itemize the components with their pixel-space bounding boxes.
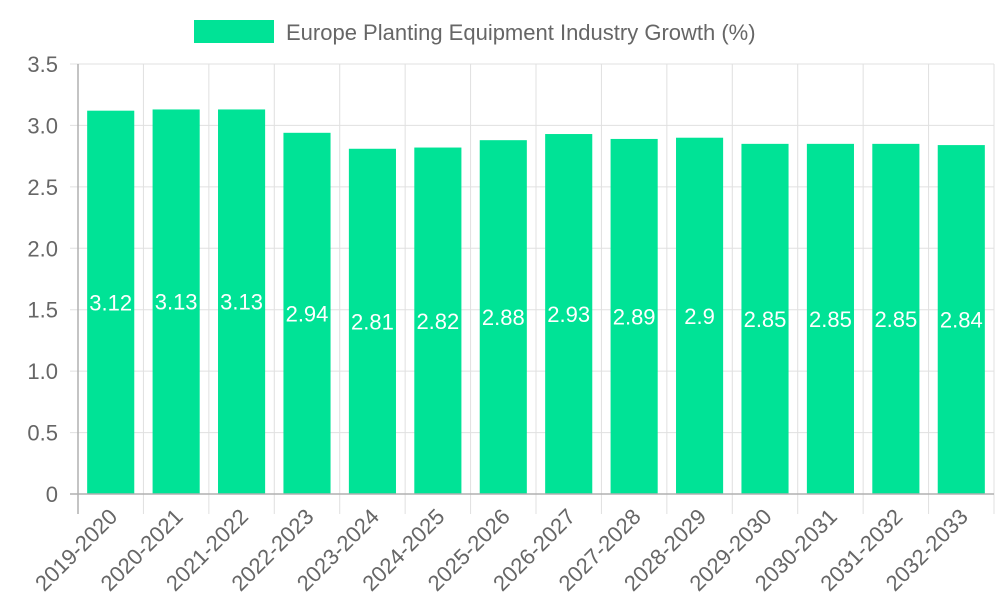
y-tick-label: 0 xyxy=(46,482,58,507)
legend[interactable]: Europe Planting Equipment Industry Growt… xyxy=(194,20,756,45)
y-tick-label: 1.0 xyxy=(27,359,58,384)
legend-label: Europe Planting Equipment Industry Growt… xyxy=(286,20,756,45)
y-tick-label: 1.5 xyxy=(27,298,58,323)
data-label: 2.89 xyxy=(613,304,656,329)
axes xyxy=(70,64,994,514)
bar xyxy=(348,148,396,494)
y-tick-label: 2.0 xyxy=(27,236,58,261)
bar xyxy=(218,109,266,494)
y-tick-label: 3.0 xyxy=(27,113,58,138)
bar xyxy=(414,147,462,495)
x-axis-ticks: 2019-20202020-20212021-20222022-20232023… xyxy=(30,504,973,596)
bar xyxy=(87,110,135,494)
bar xyxy=(741,143,789,494)
y-axis-ticks: 0 0.5 1.0 1.5 2.0 2.5 3.0 3.5 xyxy=(27,52,58,507)
data-label: 2.84 xyxy=(940,308,983,333)
data-label: 2.85 xyxy=(809,307,852,332)
data-label: 3.13 xyxy=(155,290,198,315)
legend-swatch xyxy=(194,20,274,43)
data-labels: 3.12 3.13 3.13 2.94 2.81 2.82 2.88 2.93 2.89 2.9 2… xyxy=(89,290,982,335)
data-label: 2.94 xyxy=(286,301,329,326)
data-label: 2.85 xyxy=(874,307,917,332)
data-label: 3.12 xyxy=(89,290,132,315)
bar xyxy=(937,145,985,495)
bar xyxy=(872,143,920,494)
data-label: 2.93 xyxy=(547,302,590,327)
data-label: 2.85 xyxy=(744,307,787,332)
data-label: 2.82 xyxy=(416,309,459,334)
data-label: 2.88 xyxy=(482,305,525,330)
data-label: 3.13 xyxy=(220,290,263,315)
bars xyxy=(87,109,985,495)
y-tick-label: 2.5 xyxy=(27,175,58,200)
data-label: 2.81 xyxy=(351,309,394,334)
bar xyxy=(545,134,593,494)
grid-lines xyxy=(70,63,995,514)
data-label: 2.9 xyxy=(684,304,715,329)
bar xyxy=(283,132,331,495)
bar xyxy=(610,138,658,494)
bar xyxy=(479,140,527,494)
y-tick-label: 3.5 xyxy=(27,52,58,77)
bar xyxy=(806,143,854,494)
y-tick-label: 0.5 xyxy=(27,421,58,446)
bar xyxy=(676,137,724,494)
bar xyxy=(152,109,200,494)
